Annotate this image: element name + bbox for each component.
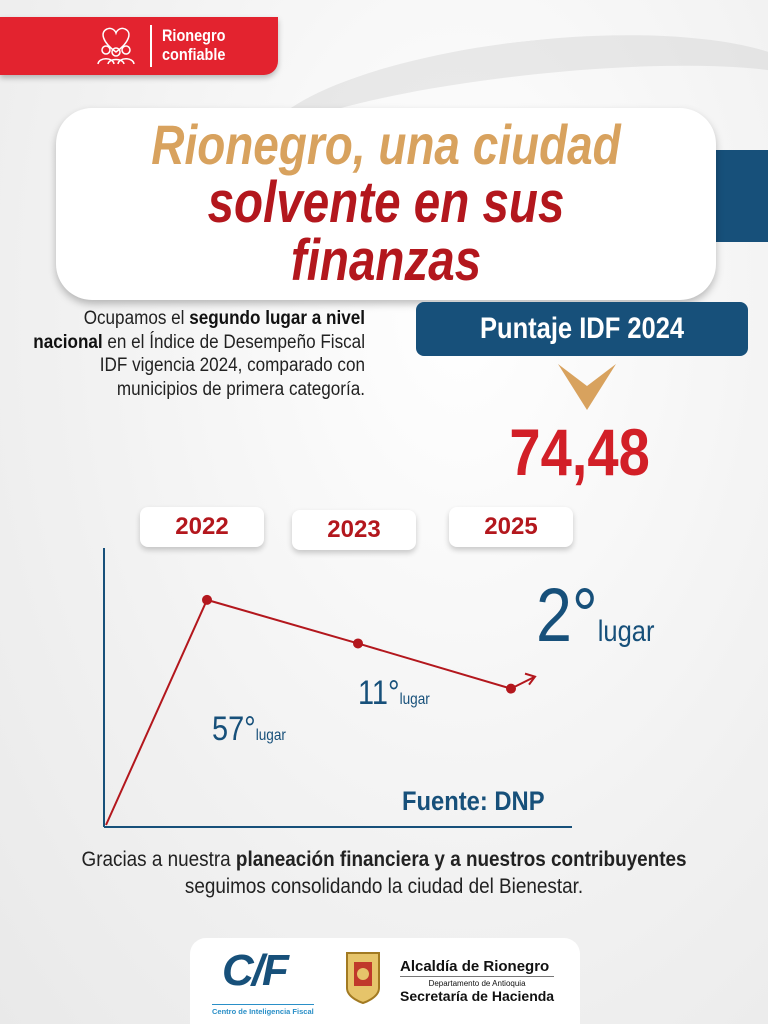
rank-point-2022 <box>202 594 212 605</box>
rank-point-2023 <box>353 638 363 649</box>
brand-tagline: Rionegro confiable <box>162 26 225 64</box>
alcaldia-name: Alcaldía de Rionegro <box>400 958 555 977</box>
cif-logo: C/F <box>222 946 289 995</box>
score-label: Puntaje IDF 2024 <box>416 302 748 356</box>
score-value-text: 74,48 <box>509 415 651 489</box>
rank-label-2023: 11°lugar <box>358 674 430 713</box>
rank-label-2025: 2°lugar <box>536 572 654 659</box>
alcaldia-block: Alcaldía de Rionegro Departamento de Ant… <box>400 958 555 1004</box>
arrow-head-icon <box>524 672 537 686</box>
year-label: 2022 <box>140 507 264 547</box>
footer-logos: C/F Centro de Inteligencia Fiscal Alcald… <box>190 938 580 1024</box>
score-label-text: Puntaje IDF 2024 <box>479 312 685 345</box>
rank-number: 11° <box>358 674 400 712</box>
intro-highlight: segundo lugar a nivel nacional <box>33 308 365 353</box>
rank-line <box>105 598 512 826</box>
brand-tag: Rionegro confiable <box>0 17 278 75</box>
secretaria-name: Secretaría de Hacienda <box>400 988 555 1004</box>
intro-part: Ocupamos el <box>83 308 190 329</box>
rank-number: 2° <box>536 573 598 658</box>
rank-unit: lugar <box>399 691 430 708</box>
title-line-2: solvente en sus finanzas <box>207 170 565 293</box>
tag-line-1: Rionegro <box>162 26 226 45</box>
tag-line-2: confiable <box>162 45 226 64</box>
title-line-1: Rionegro, una ciudad <box>151 113 621 176</box>
closing-part: Gracias a nuestra <box>81 848 236 871</box>
cif-name: Centro de Inteligencia Fiscal <box>212 1004 314 1016</box>
intro-text: Ocupamos el segundo lugar a nivel nacion… <box>32 307 365 401</box>
rank-number: 57° <box>212 710 256 748</box>
divider <box>150 25 152 67</box>
page-title: Rionegro, una ciudad solvente en sus fin… <box>56 108 716 300</box>
family-heart-icon <box>97 27 135 65</box>
closing-text: Gracias a nuestra planeación financiera … <box>30 846 738 900</box>
chevron-down-icon <box>558 364 616 410</box>
coat-of-arms-icon <box>346 952 380 1004</box>
rank-chart <box>103 548 572 828</box>
closing-highlight: planeación financiera y a nuestros contr… <box>235 848 687 871</box>
rank-point-2025 <box>506 683 516 694</box>
rank-unit: lugar <box>255 727 286 744</box>
rank-label-2022: 57°lugar <box>212 710 286 749</box>
rank-unit: lugar <box>597 615 655 648</box>
intro-part: en el Índice de Desempeño Fiscal IDF vig… <box>99 331 366 400</box>
closing-part: seguimos consolidando la ciudad del Bien… <box>184 875 584 898</box>
score-value: 74,48 <box>470 414 690 490</box>
year-label: 2025 <box>449 507 573 547</box>
chart-source: Fuente: DNP <box>402 786 545 816</box>
year-label: 2023 <box>292 510 416 550</box>
departamento-name: Departamento de Antioquia <box>428 979 526 988</box>
